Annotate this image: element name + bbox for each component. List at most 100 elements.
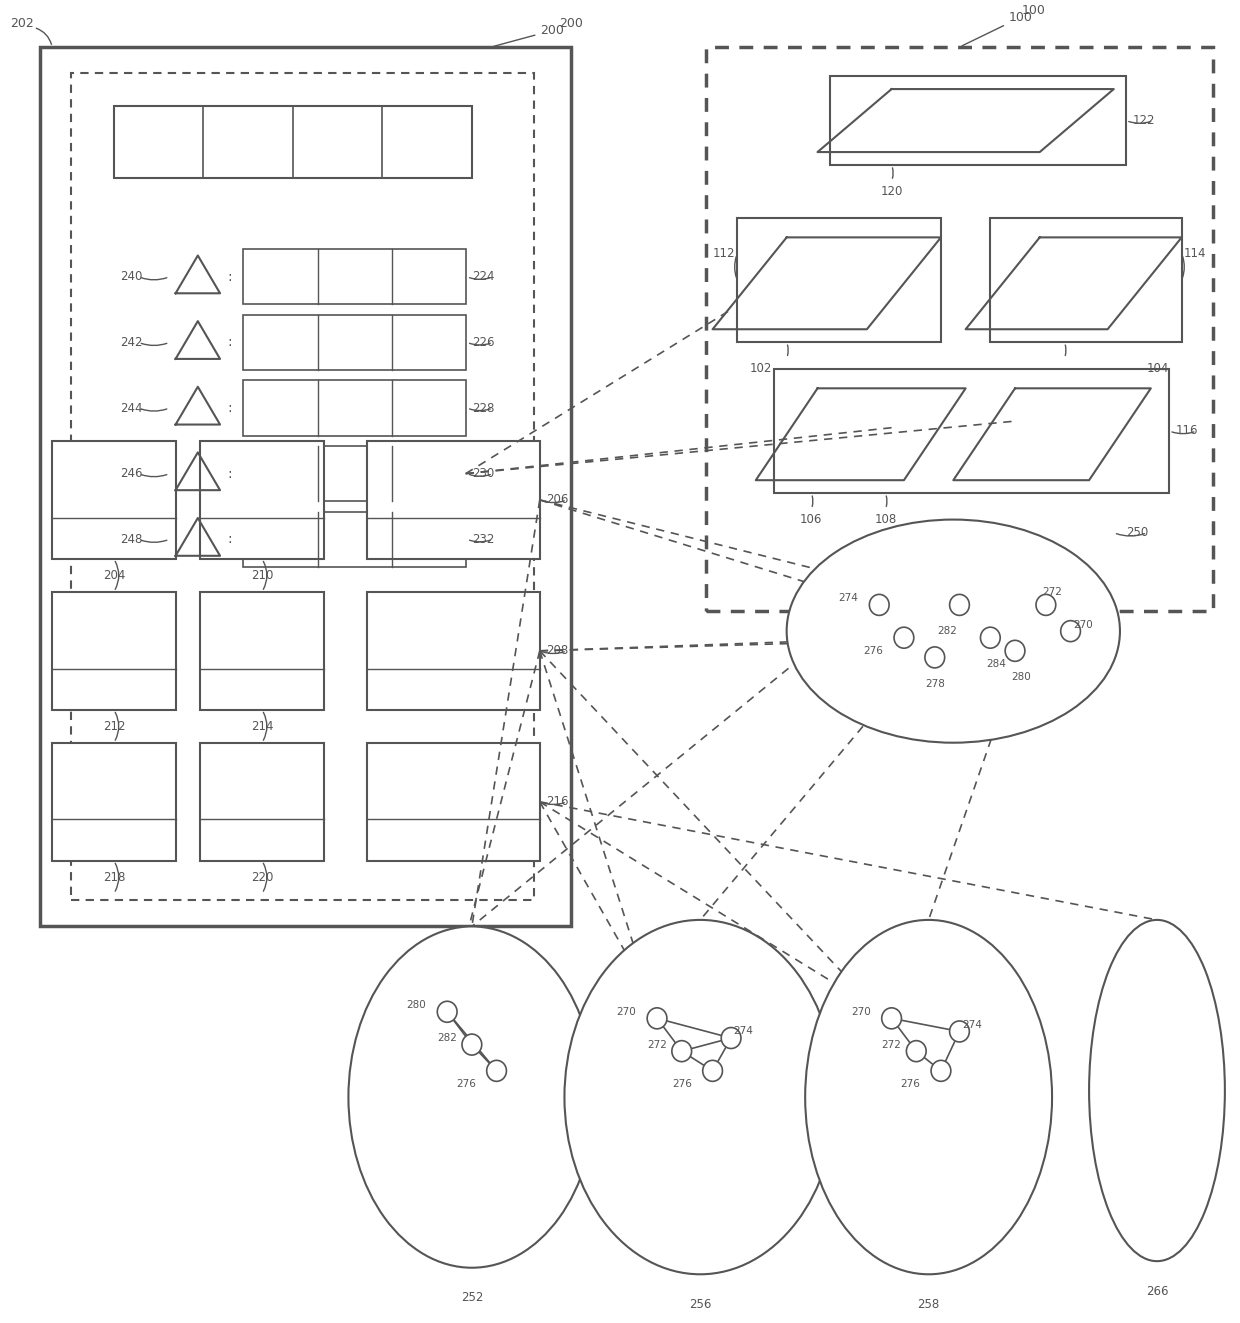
- Text: 252: 252: [461, 1291, 484, 1304]
- Bar: [991, 218, 1182, 343]
- Ellipse shape: [1089, 919, 1225, 1261]
- Text: 272: 272: [1042, 587, 1061, 597]
- Text: 244: 244: [120, 401, 143, 414]
- Text: 258: 258: [918, 1298, 940, 1311]
- Bar: [707, 48, 1213, 611]
- Text: 250: 250: [1126, 527, 1148, 540]
- Ellipse shape: [805, 919, 1052, 1274]
- Text: 270: 270: [1073, 619, 1092, 630]
- Text: 200: 200: [559, 17, 583, 30]
- Circle shape: [981, 627, 1001, 648]
- Text: 112: 112: [713, 247, 735, 261]
- Circle shape: [463, 1035, 482, 1054]
- Text: 280: 280: [407, 1000, 427, 1011]
- Text: 284: 284: [987, 659, 1007, 669]
- Text: 210: 210: [250, 569, 273, 582]
- Circle shape: [894, 627, 914, 648]
- Bar: [201, 591, 324, 710]
- Bar: [40, 48, 570, 926]
- Bar: [52, 591, 176, 710]
- Text: 282: 282: [438, 1033, 458, 1043]
- Bar: [367, 441, 539, 558]
- Text: 278: 278: [925, 679, 945, 689]
- Bar: [114, 106, 472, 179]
- Text: 218: 218: [103, 872, 125, 884]
- Bar: [71, 73, 533, 900]
- Circle shape: [703, 1060, 723, 1081]
- Circle shape: [906, 1041, 926, 1061]
- Text: 224: 224: [472, 270, 495, 283]
- Text: 214: 214: [250, 721, 273, 733]
- Text: 256: 256: [689, 1298, 712, 1311]
- Text: 248: 248: [120, 533, 143, 546]
- Bar: [367, 742, 539, 861]
- Text: 274: 274: [734, 1027, 754, 1036]
- Text: 272: 272: [647, 1040, 667, 1049]
- Text: 274: 274: [838, 593, 858, 603]
- Text: 208: 208: [546, 644, 568, 658]
- Text: 270: 270: [616, 1007, 636, 1017]
- Text: 232: 232: [472, 533, 495, 546]
- Bar: [52, 441, 176, 558]
- Text: 204: 204: [103, 569, 125, 582]
- Text: 106: 106: [800, 513, 822, 527]
- Text: 276: 276: [672, 1080, 692, 1089]
- Text: 226: 226: [472, 336, 495, 349]
- Text: 202: 202: [10, 17, 33, 30]
- Circle shape: [925, 647, 945, 668]
- Text: 242: 242: [120, 336, 143, 349]
- Bar: [830, 75, 1126, 165]
- Circle shape: [882, 1008, 901, 1029]
- Ellipse shape: [348, 926, 595, 1267]
- Circle shape: [486, 1060, 506, 1081]
- Text: 228: 228: [472, 401, 495, 414]
- Bar: [738, 218, 941, 343]
- Circle shape: [647, 1008, 667, 1029]
- Circle shape: [1035, 594, 1055, 615]
- Text: 122: 122: [1132, 114, 1154, 127]
- Text: :: :: [227, 467, 232, 480]
- Text: 272: 272: [882, 1040, 901, 1049]
- Bar: [201, 441, 324, 558]
- Text: 206: 206: [546, 493, 568, 507]
- Bar: [243, 315, 466, 370]
- Bar: [243, 249, 466, 304]
- Text: 240: 240: [120, 270, 143, 283]
- Ellipse shape: [786, 520, 1120, 742]
- Circle shape: [722, 1028, 742, 1049]
- Text: 200: 200: [494, 24, 564, 46]
- Text: :: :: [227, 401, 232, 415]
- Bar: [243, 381, 466, 435]
- Bar: [367, 591, 539, 710]
- Circle shape: [672, 1041, 692, 1061]
- Circle shape: [869, 594, 889, 615]
- Circle shape: [931, 1060, 951, 1081]
- Text: 216: 216: [546, 795, 568, 808]
- Circle shape: [1006, 640, 1025, 662]
- Circle shape: [950, 1021, 970, 1043]
- Text: :: :: [227, 270, 232, 283]
- Text: 270: 270: [851, 1007, 870, 1017]
- Bar: [243, 446, 466, 501]
- Circle shape: [950, 594, 970, 615]
- Text: 108: 108: [874, 513, 897, 527]
- Text: 274: 274: [962, 1020, 982, 1029]
- Text: :: :: [227, 336, 232, 349]
- Circle shape: [1060, 620, 1080, 642]
- Text: 114: 114: [1184, 247, 1207, 261]
- Bar: [52, 742, 176, 861]
- Text: 100: 100: [962, 11, 1033, 46]
- Ellipse shape: [564, 919, 836, 1274]
- Text: 246: 246: [120, 467, 143, 480]
- Bar: [243, 512, 466, 566]
- Text: 266: 266: [1146, 1285, 1168, 1298]
- Text: 276: 276: [863, 646, 883, 656]
- Text: 120: 120: [880, 185, 903, 198]
- Bar: [774, 369, 1169, 493]
- Text: 280: 280: [1012, 672, 1032, 683]
- Text: :: :: [227, 532, 232, 546]
- Text: 212: 212: [103, 721, 125, 733]
- Text: 282: 282: [937, 626, 957, 636]
- Text: 276: 276: [900, 1080, 920, 1089]
- Text: 276: 276: [456, 1080, 476, 1089]
